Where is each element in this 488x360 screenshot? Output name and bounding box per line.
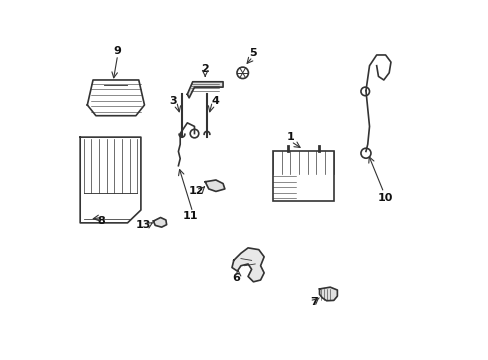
- Text: 13: 13: [136, 220, 151, 230]
- Polygon shape: [231, 248, 264, 282]
- Text: 3: 3: [169, 96, 177, 107]
- Text: 12: 12: [188, 186, 203, 196]
- Text: 1: 1: [286, 132, 294, 142]
- Polygon shape: [319, 287, 337, 301]
- Polygon shape: [153, 217, 166, 227]
- Text: 2: 2: [201, 64, 209, 73]
- Text: 5: 5: [248, 48, 256, 58]
- Text: 4: 4: [212, 96, 220, 107]
- Polygon shape: [187, 82, 223, 98]
- Bar: [272, 152, 333, 202]
- Polygon shape: [205, 180, 224, 192]
- Text: 11: 11: [183, 211, 198, 221]
- Text: 7: 7: [310, 297, 317, 307]
- Text: 8: 8: [98, 216, 105, 226]
- Text: 9: 9: [114, 46, 122, 56]
- Text: 6: 6: [232, 273, 240, 283]
- Text: 10: 10: [377, 193, 392, 203]
